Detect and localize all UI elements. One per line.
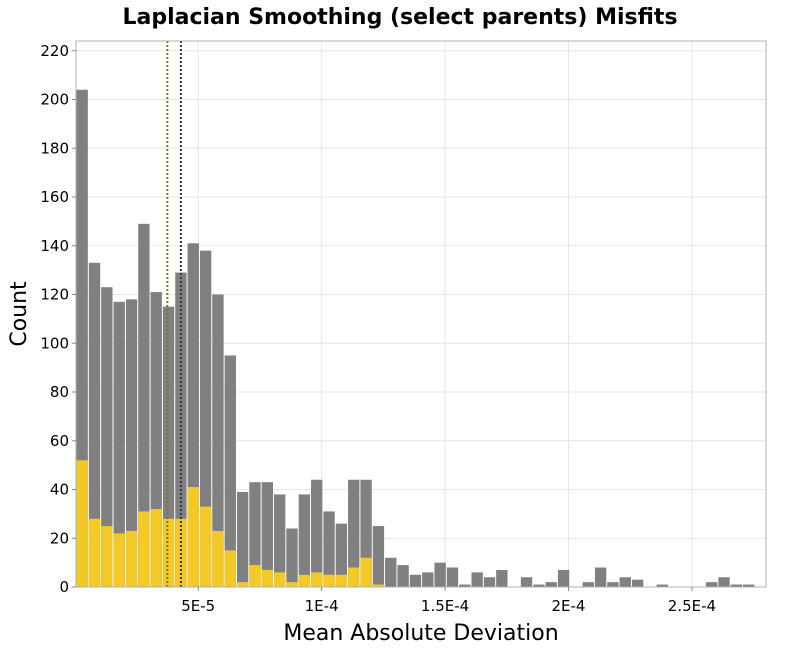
bar-subset [125, 530, 138, 587]
bar-subset [76, 460, 88, 587]
x-axis-ticks: 5E-5 1E-4 1.5E-4 2E-4 2.5E-4 [181, 587, 716, 615]
y-tick-label: 80 [50, 383, 69, 401]
y-tick-label: 220 [40, 42, 69, 60]
bar-total [533, 584, 545, 587]
bar-total [520, 577, 533, 587]
bar-subset [199, 506, 212, 587]
chart-title: Laplacian Smoothing (select parents) Mis… [122, 5, 677, 30]
bar-total [446, 567, 459, 587]
bar-total [236, 491, 249, 587]
bar-subset [323, 574, 335, 587]
bar-total [298, 494, 311, 587]
bar-total [187, 243, 199, 587]
y-tick-label: 100 [40, 334, 69, 352]
bar-subset [187, 487, 199, 587]
bars [76, 89, 755, 587]
bar-total [372, 526, 385, 587]
bar-subset [101, 526, 113, 587]
y-tick-label: 20 [50, 529, 69, 547]
x-tick-label: 1E-4 [305, 597, 339, 615]
bar-subset [88, 518, 101, 587]
bar-total [311, 479, 323, 587]
y-axis-label: Count [7, 281, 32, 347]
bar-subset [372, 584, 385, 587]
bar-total [718, 577, 730, 587]
y-axis-ticks: 0 20 40 60 80 100 120 140 160 180 200 220 [40, 42, 76, 596]
bar-subset [162, 518, 175, 587]
bar-subset [249, 565, 261, 587]
bar-subset [224, 550, 236, 587]
bar-total [459, 584, 471, 587]
y-tick-label: 0 [59, 578, 69, 596]
bar-total [706, 582, 718, 587]
bar-total [545, 582, 557, 587]
bar-total [261, 482, 273, 587]
bar-subset [360, 557, 372, 587]
bar-total [360, 479, 372, 587]
plot-frame [75, 40, 767, 588]
bar-total [125, 299, 138, 587]
bar-total [656, 584, 668, 587]
bar-total [496, 569, 508, 587]
bar-total [101, 287, 113, 587]
y-tick-label: 120 [40, 286, 69, 304]
bar-total [607, 582, 619, 587]
bar-subset [298, 574, 311, 587]
y-tick-label: 140 [40, 237, 69, 255]
bar-subset [335, 574, 348, 587]
bar-subset [212, 530, 224, 587]
y-tick-label: 60 [50, 432, 69, 450]
bar-total [409, 574, 422, 587]
bar-total [76, 89, 88, 587]
bar-total [199, 250, 212, 587]
bar-total [483, 577, 496, 587]
bar-total [138, 223, 150, 587]
bar-total [212, 294, 224, 587]
x-tick-label: 1.5E-4 [421, 597, 469, 615]
y-tick-label: 160 [40, 188, 69, 206]
bar-total [323, 511, 335, 587]
y-tick-label: 200 [40, 91, 69, 109]
bar-total [434, 562, 446, 587]
y-tick-label: 40 [50, 481, 69, 499]
bar-total [385, 557, 397, 587]
bar-subset [150, 509, 162, 587]
bar-subset [113, 533, 125, 587]
bar-subset [286, 582, 298, 587]
y-tick-label: 180 [40, 139, 69, 157]
bar-total [286, 528, 298, 587]
bar-total [249, 482, 261, 587]
bar-total [162, 306, 175, 587]
bar-subset [236, 582, 249, 587]
bar-total [224, 355, 236, 587]
bar-total [397, 565, 409, 587]
x-tick-label: 2E-4 [552, 597, 586, 615]
bar-total [557, 569, 570, 587]
bar-total [471, 572, 483, 587]
bar-subset [273, 572, 286, 587]
bar-subset [261, 569, 273, 587]
bar-total [150, 292, 162, 587]
bar-total [88, 262, 101, 587]
bar-total [113, 301, 125, 587]
bar-total [631, 579, 644, 587]
x-tick-label: 5E-5 [181, 597, 215, 615]
bar-total [335, 523, 348, 587]
bar-total [273, 494, 286, 587]
x-tick-label: 2.5E-4 [668, 597, 716, 615]
bar-total [582, 582, 594, 587]
bar-subset [311, 572, 323, 587]
bar-total [730, 584, 743, 587]
bar-subset [348, 567, 360, 587]
bar-total [619, 577, 631, 587]
bar-total [348, 479, 360, 587]
bar-total [594, 567, 607, 587]
bar-total [422, 572, 434, 587]
x-axis-label: Mean Absolute Deviation [283, 621, 558, 646]
reference-lines [166, 41, 182, 587]
bar-subset [175, 518, 187, 587]
bar-subset [138, 511, 150, 587]
bar-total [743, 584, 755, 587]
